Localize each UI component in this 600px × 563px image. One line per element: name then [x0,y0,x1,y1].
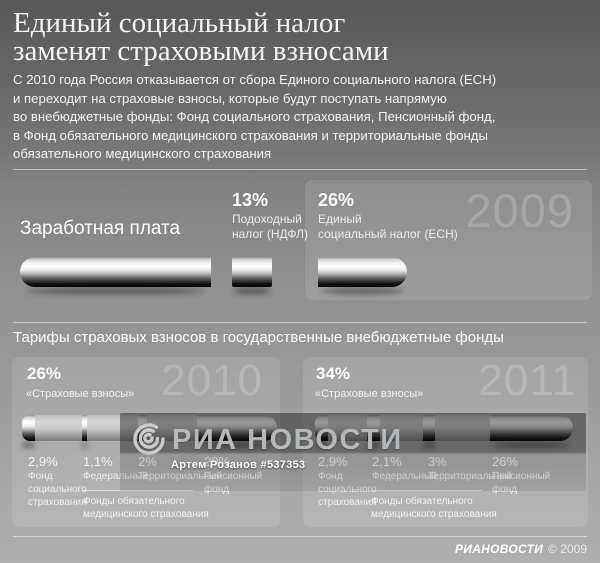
fund-name-line: Федеральный [372,470,437,483]
total-percent-2010: 26% [27,364,62,383]
fund-percent: 3% [428,454,512,470]
year-badge-2009: 2009 [465,184,574,237]
salary-label: Заработная плата [20,218,181,239]
subtitle-2011: «Страховые взносы» [315,388,424,400]
fund-name-line: Пенсионный [204,470,262,483]
fund-column: 2,9% Фонд социального страхования [28,454,87,509]
intro-line: С 2010 года Россия отказывается от сбора… [13,72,497,87]
fund-name-line: социального [28,484,87,495]
fund-name-line: социального [318,483,377,496]
ria-novosti-logo-icon [128,419,170,464]
fund-group-line [82,490,193,491]
fund-column: 2,9% Фонд социального страхования [318,454,377,509]
salary-bar [20,257,211,287]
esn-bar [318,257,407,287]
fund-name-line: Фонд [28,471,53,482]
watermark-band [120,413,586,491]
tax-label-line: Подоходный [232,212,302,226]
tax-label-line: Единый [318,212,362,226]
tax-percent-ndfl: 13% [232,190,269,210]
fund-column: 1,1% Федеральный [83,454,148,483]
tax-percent-esn: 26% [318,190,355,210]
fund-group-label-line: медицинского страхования [371,509,497,520]
fund-group-label-line: Фонды обязательного [83,496,185,507]
page-title-line-2: заменят страховыми взносами [13,35,389,67]
divider [13,536,587,537]
year-badge-2010: 2010 [161,356,263,405]
fund-name-line: страхования [28,497,87,508]
intro-paragraph: С 2010 года Россия отказывается от сбора… [13,71,496,164]
tax-label-line: налог (НДФЛ) [232,227,308,241]
watermark-credit-text: Артем Розанов #537353 [171,459,306,471]
fund-name-line: Территориальный [428,470,512,483]
tax-label-line: социальный налог (ЕСН) [318,227,458,241]
fund-percent: 26% [492,454,550,470]
fund-bar [367,415,380,441]
fund-bar [22,415,35,441]
intro-line: и переходит на страховые взносы, которые… [13,90,447,106]
tax-label-esn: Единый социальный налог (ЕСН) [318,212,458,242]
fund-name-line: Территориальный [138,470,222,483]
footer-copyright: © 2009 [548,542,587,556]
intro-line: обязательного медицинского страхования [13,146,272,161]
fund-column: 3% Территориальный [428,454,512,483]
subtitle-2010: «Страховые взносы» [26,388,135,400]
fund-group-line [370,490,482,491]
fund-bar [82,415,87,441]
fund-group-label-line: медицинского страхования [83,509,209,520]
fund-percent: 1,1% [83,454,113,469]
fund-column: 26% Пенсионный фонд [492,454,550,496]
fund-column: 2,1% Федеральный [372,454,437,483]
fund-name-line: страхования [318,497,377,508]
year-badge-2011: 2011 [478,356,577,405]
fund-bar [197,415,277,441]
total-percent-2011: 34% [316,364,351,383]
fund-name-line: фонд [492,483,550,496]
tariffs-heading: Тарифы страховых взносов в государственн… [13,329,504,346]
ndfl-bar [232,257,272,287]
page-title-line-1: Единый социальный налог [13,7,346,39]
fund-percent: 2% [138,454,222,470]
fund-name-line: фонд [204,483,262,496]
watermark-agency-text: РИА НОВОСТИ [172,424,403,456]
fund-bar [423,415,435,441]
fund-percent: 2,1% [372,454,437,470]
fund-percent: 20% [204,454,262,470]
fund-name-line: Фонд [318,470,377,483]
fund-group-label: Фонды обязательного медицинского страхов… [83,495,209,521]
footer: РИАНОВОСТИ © 2009 [455,542,587,556]
footer-brand: РИАНОВОСТИ [454,542,544,556]
intro-line: во внебюджетные фонды: Фонд социального … [13,109,496,124]
tax-label-ndfl: Подоходный налог (НДФЛ) [232,212,308,242]
fund-name-line: Пенсионный [492,470,550,483]
fund-bar [315,415,328,441]
fund-column: 20% Пенсионный фонд [204,454,262,496]
fund-column: 2% Территориальный [138,454,222,483]
fund-percent: 2,9% [318,454,377,470]
fund-percent: 2,9% [28,454,58,469]
divider [13,322,587,323]
fund-group-label: Фонды обязательного медицинского страхов… [371,495,497,521]
intro-line: в Фонд обязательного медицинского страхо… [13,127,488,143]
fund-group-label-line: Фонды обязательного [371,496,473,507]
fund-name-line: Федеральный [83,471,148,482]
fund-bar [490,415,573,441]
divider [13,169,587,170]
